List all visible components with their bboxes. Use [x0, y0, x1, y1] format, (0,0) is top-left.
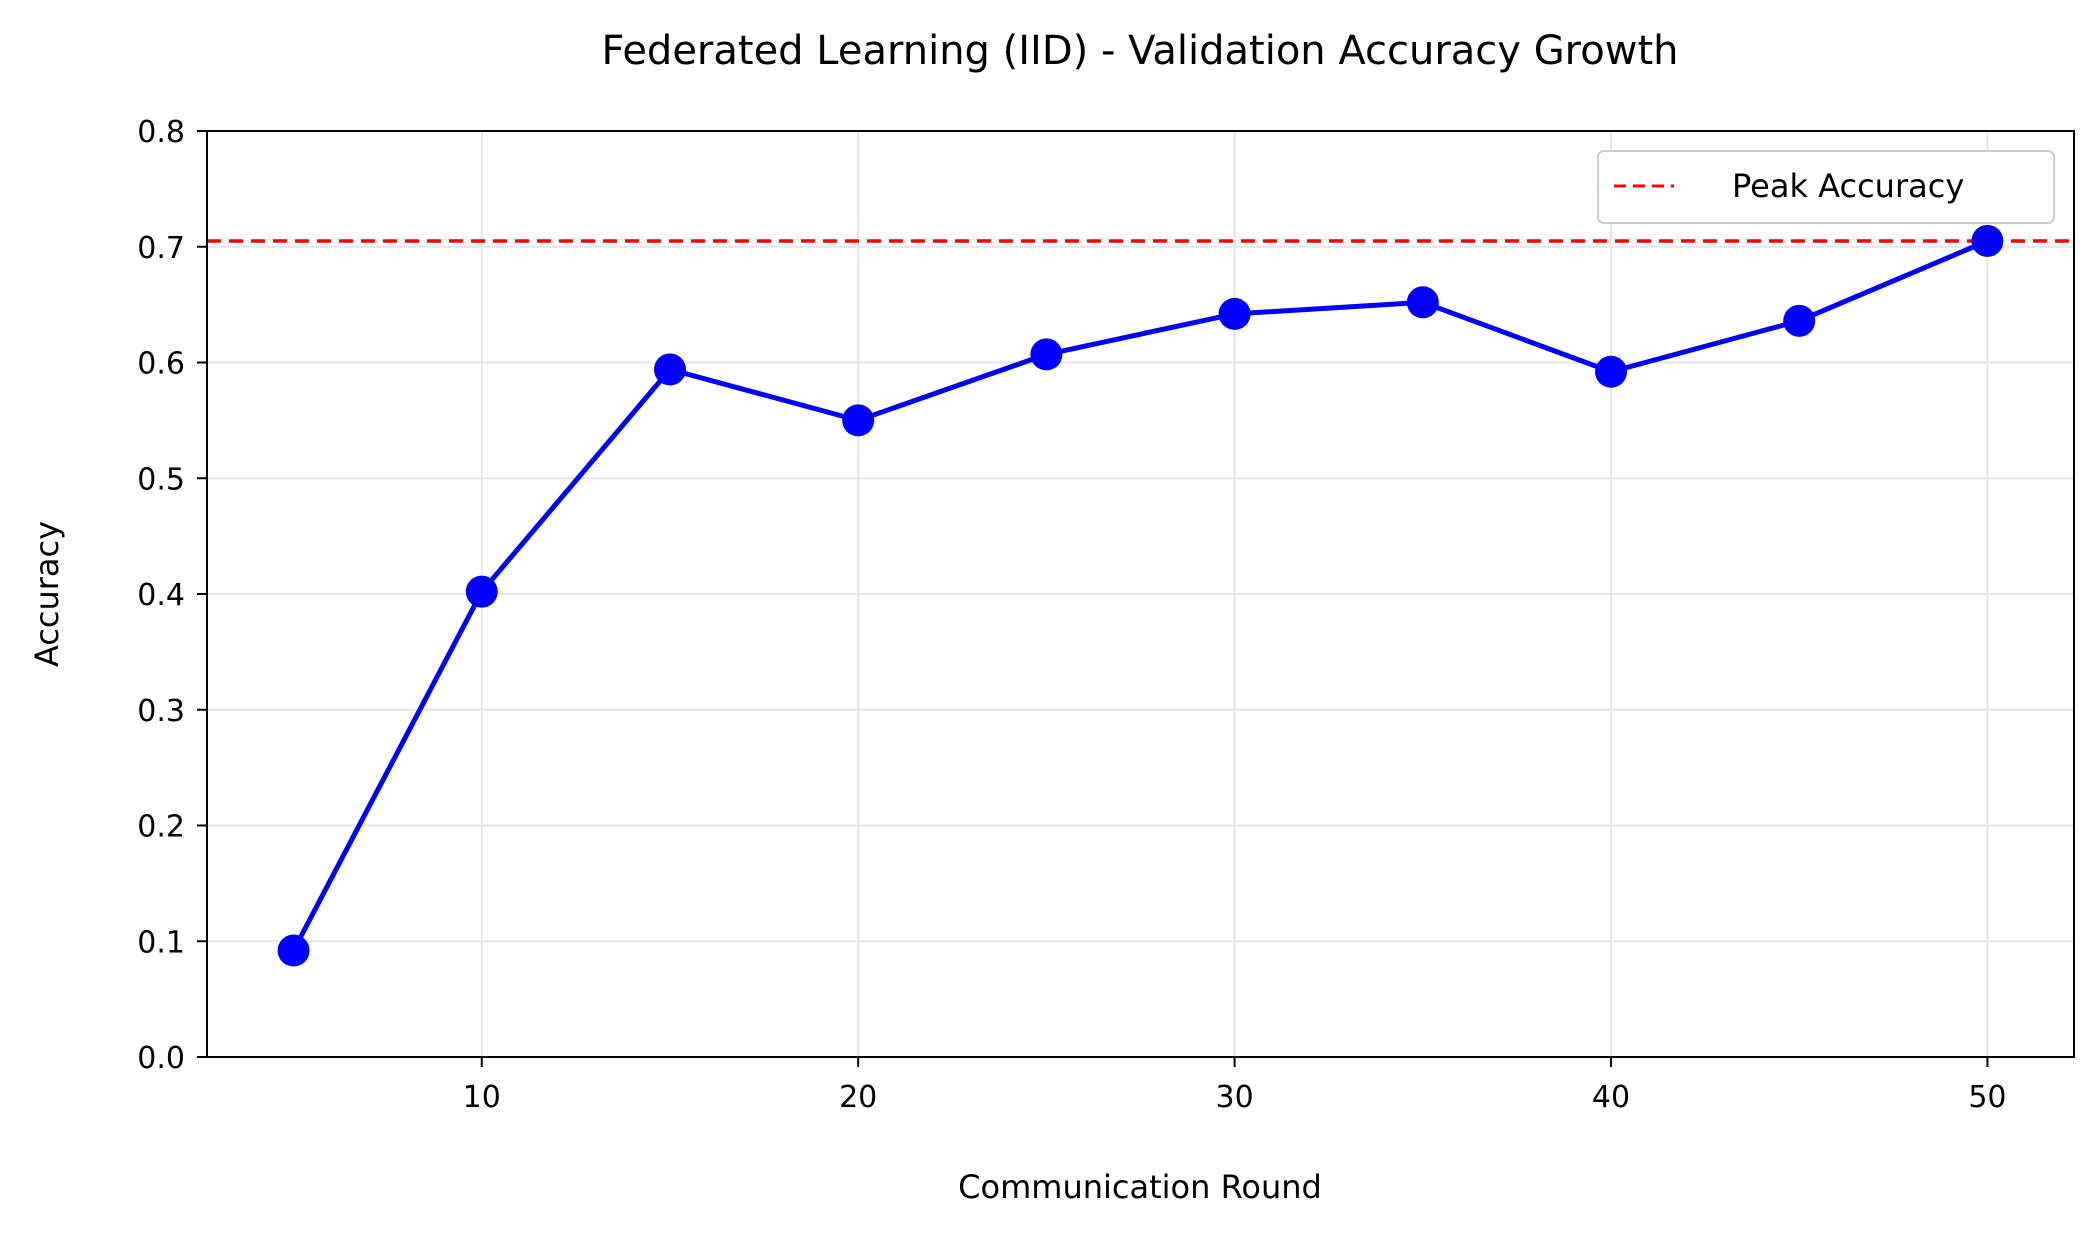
x-tick-label: 50: [1968, 1080, 2006, 1115]
y-tick-label: 0.8: [137, 115, 185, 150]
series-layer: [277, 224, 2004, 967]
data-point: [1406, 286, 1439, 319]
chart-title: Federated Learning (IID) - Validation Ac…: [602, 28, 1679, 74]
data-point: [1030, 338, 1063, 371]
x-tick-label: 20: [839, 1080, 877, 1115]
x-axis-ticks: 10 20 30 40 50: [463, 1057, 2007, 1115]
x-axis-label: Communication Round: [958, 1168, 1322, 1206]
legend: Peak Accuracy: [1597, 150, 2055, 224]
y-tick-label: 0.1: [137, 925, 185, 960]
legend-label-peak-accuracy: Peak Accuracy: [1732, 167, 1964, 205]
data-point: [653, 353, 686, 386]
x-tick-label: 30: [1216, 1080, 1254, 1115]
y-axis-label: Accuracy: [28, 521, 66, 667]
y-tick-label: 0.2: [137, 810, 185, 845]
y-tick-label: 0.0: [137, 1041, 185, 1076]
data-point: [1595, 355, 1628, 388]
x-tick-label: 10: [463, 1080, 501, 1115]
data-point: [1971, 224, 2004, 257]
data-point: [277, 934, 310, 967]
y-axis-ticks: 0.0 0.1 0.2 0.3 0.4 0.5 0.6 0.7 0.8: [137, 115, 207, 1076]
accuracy-series-line: [291, 238, 1989, 952]
y-tick-label: 0.5: [137, 462, 185, 497]
y-tick-label: 0.4: [137, 578, 185, 613]
legend-box: [1597, 150, 2055, 224]
data-point: [842, 404, 875, 437]
y-tick-label: 0.7: [137, 231, 185, 266]
y-tick-label: 0.3: [137, 694, 185, 729]
data-point: [1218, 297, 1251, 330]
x-tick-label: 40: [1592, 1080, 1630, 1115]
data-point: [465, 575, 498, 608]
data-point: [1783, 304, 1816, 337]
y-tick-label: 0.6: [137, 347, 185, 382]
